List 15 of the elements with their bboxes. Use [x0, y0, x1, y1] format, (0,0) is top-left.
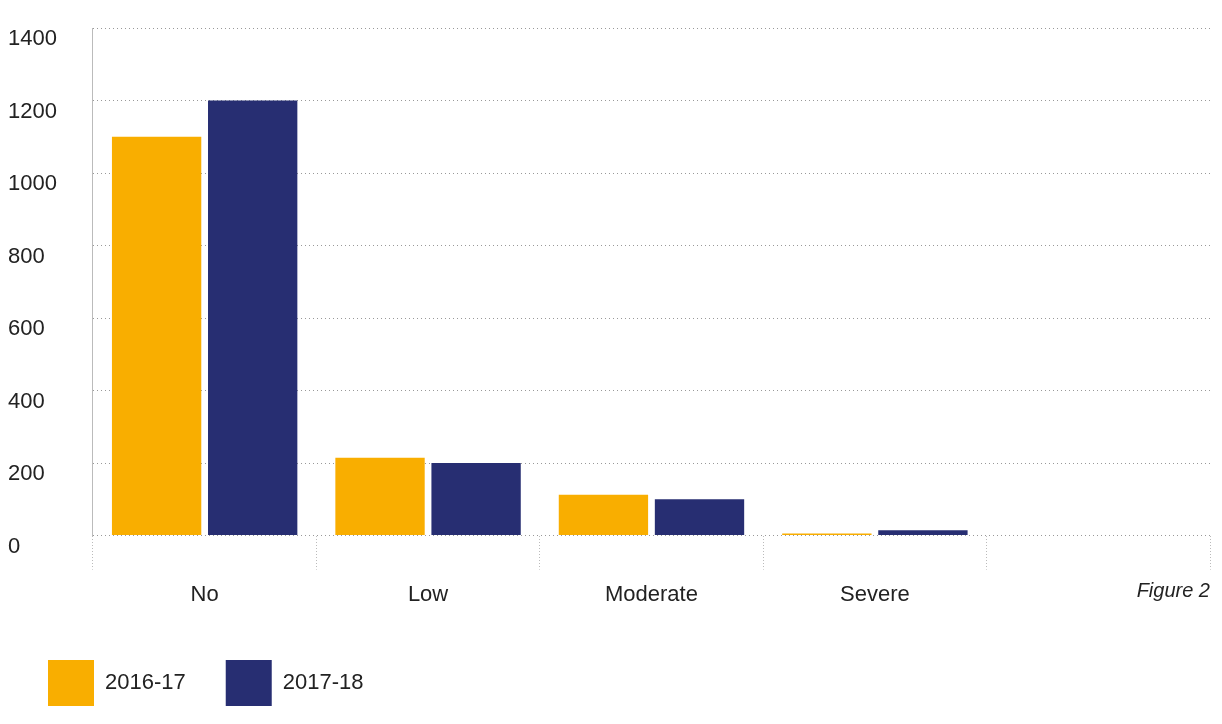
- x-tick-label: No: [190, 580, 219, 606]
- y-tick-label: 800: [8, 242, 45, 268]
- x-tick-label: Severe: [840, 580, 910, 606]
- y-tick-label: 400: [8, 387, 45, 413]
- y-tick-label: 1000: [8, 170, 57, 196]
- y-tick-label: 0: [8, 532, 21, 558]
- legend-label: 2017-18: [282, 669, 364, 695]
- y-tick-label: 1200: [8, 97, 57, 123]
- x-tick-label: Low: [407, 580, 449, 606]
- y-tick-label: 600: [8, 315, 45, 341]
- legend-label: 2016-17: [105, 669, 186, 695]
- y-tick-label: 1400: [8, 25, 57, 51]
- y-tick-label: 200: [8, 460, 45, 486]
- x-tick-label: Moderate: [604, 580, 698, 606]
- caption: Figure 2: [1136, 579, 1210, 602]
